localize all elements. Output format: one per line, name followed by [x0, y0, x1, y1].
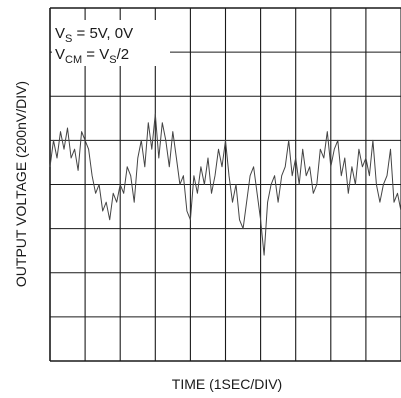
annotation-background — [52, 20, 170, 66]
noise-trace — [49, 113, 401, 256]
annotation-supply: VS = 5V, 0V — [55, 25, 133, 45]
x-axis-label: TIME (1SEC/DIV) — [172, 376, 282, 392]
y-axis-label: OUTPUT VOLTAGE (200nV/DIV) — [13, 81, 29, 287]
grid — [49, 7, 401, 362]
annotation-common-mode: VCM = VS/2 — [55, 46, 129, 66]
